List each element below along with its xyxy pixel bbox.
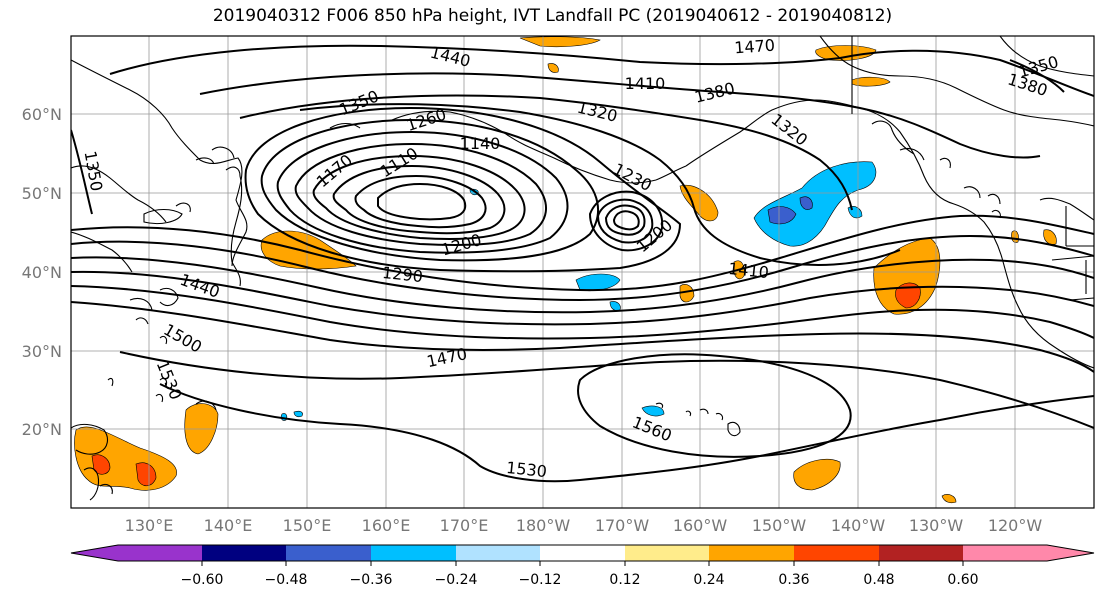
colorbar-tick-label: 0.60 bbox=[947, 572, 978, 588]
height-contour bbox=[244, 106, 682, 273]
height-contour bbox=[596, 198, 654, 244]
colorbar-tick-label: −0.12 bbox=[519, 572, 562, 588]
colorbar-segment bbox=[456, 545, 540, 561]
height-contour bbox=[354, 174, 487, 229]
height-contour bbox=[332, 164, 506, 235]
ivt-patch bbox=[941, 494, 957, 504]
colorbar-segment bbox=[879, 545, 963, 561]
ivt-patch bbox=[641, 405, 665, 417]
height-contour bbox=[239, 94, 853, 211]
ivt-patch bbox=[260, 230, 357, 270]
coastlines bbox=[71, 36, 1094, 501]
height-contour bbox=[588, 190, 664, 252]
height-contour bbox=[71, 214, 1094, 292]
lat-tick-label: 30°N bbox=[22, 342, 62, 361]
colorbar-tick-label: 0.48 bbox=[863, 572, 894, 588]
contour-label: 1470 bbox=[734, 36, 776, 58]
colorbar-segment bbox=[709, 545, 794, 561]
ivt-patch bbox=[519, 36, 601, 48]
colorbar-segment bbox=[794, 545, 879, 561]
lon-tick-label: 150°W bbox=[752, 516, 807, 535]
ivt-patch bbox=[1043, 229, 1057, 245]
lon-tick-label: 160°E bbox=[362, 516, 411, 535]
lon-tick-label: 150°E bbox=[283, 516, 332, 535]
height-contour bbox=[577, 353, 852, 458]
colorbar-tick-label: −0.48 bbox=[265, 572, 308, 588]
lon-tick-label: 120°W bbox=[988, 516, 1043, 535]
height-contour bbox=[312, 154, 526, 241]
colorbar-segment bbox=[286, 545, 371, 561]
colorbar-segment bbox=[540, 545, 625, 561]
height-contour bbox=[71, 234, 1094, 302]
ivt-patch bbox=[293, 410, 303, 418]
height-contour bbox=[377, 182, 467, 221]
height-contours bbox=[71, 44, 1094, 483]
ivt-patch bbox=[679, 284, 695, 303]
height-contour bbox=[71, 256, 1094, 314]
lat-tick-label: 60°N bbox=[22, 105, 62, 124]
lon-tick-label: 180°W bbox=[516, 516, 571, 535]
lon-tick-label: 170°W bbox=[595, 516, 650, 535]
height-contour bbox=[159, 383, 1094, 483]
colorbar: −0.60 −0.48 −0.36 −0.24 −0.12 0.12 0.24 … bbox=[70, 544, 1095, 588]
height-contour bbox=[1009, 59, 1065, 93]
ivt-patch bbox=[799, 196, 813, 210]
height-contour bbox=[119, 351, 1094, 429]
contour-label: 1290 bbox=[381, 263, 423, 286]
height-contour bbox=[71, 285, 1094, 340]
height-contour bbox=[71, 129, 93, 215]
ivt-patch bbox=[753, 161, 877, 247]
lon-tick-label: 170°E bbox=[440, 516, 489, 535]
colorbar-tick-label: −0.60 bbox=[181, 572, 224, 588]
lon-tick-label: 160°W bbox=[673, 516, 728, 535]
contour-label: 1140 bbox=[460, 134, 501, 153]
ivt-patch bbox=[793, 459, 841, 491]
height-contour bbox=[299, 103, 901, 266]
lon-tick-label: 140°E bbox=[204, 516, 253, 535]
height-contour bbox=[71, 270, 1094, 326]
colorbar-tick-label: −0.36 bbox=[350, 572, 393, 588]
colorbar-segment bbox=[71, 545, 202, 561]
colorbar-outline bbox=[70, 544, 1095, 562]
colorbar-tick-label: 0.12 bbox=[609, 572, 640, 588]
contour-label: 1410 bbox=[625, 74, 666, 93]
colorbar-tick-label: 0.24 bbox=[693, 572, 724, 588]
map-panel: 1440 1470 1410 1380 1350 1350 1380 1320 … bbox=[71, 36, 1094, 508]
ivt-patch bbox=[767, 206, 797, 225]
colorbar-tick-label: 0.36 bbox=[778, 572, 809, 588]
lon-tick-label: 130°W bbox=[909, 516, 964, 535]
lon-tick-label: 130°E bbox=[125, 516, 174, 535]
height-contour bbox=[71, 301, 1094, 373]
contour-label: 1410 bbox=[727, 259, 769, 282]
contour-label: 1530 bbox=[505, 458, 547, 481]
height-contour bbox=[294, 142, 548, 246]
colorbar-segment bbox=[202, 545, 286, 561]
graticule bbox=[71, 36, 1094, 508]
colorbar-tick-label: −0.24 bbox=[435, 572, 478, 588]
height-contour bbox=[109, 44, 1094, 97]
ivt-patch bbox=[547, 63, 559, 73]
height-contour bbox=[260, 118, 599, 262]
colorbar-segment bbox=[963, 545, 1094, 561]
height-contour bbox=[604, 204, 646, 236]
longitude-labels: 130°E 140°E 150°E 160°E 170°E 180°W 170°… bbox=[125, 516, 1043, 535]
lon-tick-label: 140°W bbox=[831, 516, 886, 535]
colorbar-segment bbox=[625, 545, 709, 561]
ivt-patch bbox=[895, 282, 921, 309]
lat-tick-label: 50°N bbox=[22, 184, 62, 203]
lat-tick-label: 20°N bbox=[22, 420, 62, 439]
latitude-labels: 60°N 50°N 40°N 30°N 20°N bbox=[22, 105, 62, 439]
ivt-patch bbox=[135, 462, 157, 487]
ivt-positive-shading bbox=[74, 36, 1057, 504]
map-frame bbox=[70, 35, 1095, 509]
lat-tick-label: 40°N bbox=[22, 263, 62, 282]
ivt-patch bbox=[851, 76, 891, 87]
colorbar-segment bbox=[371, 545, 456, 561]
map-title: 2019040312 F006 850 hPa height, IVT Land… bbox=[212, 6, 893, 26]
height-contour bbox=[612, 210, 640, 231]
height-contour bbox=[276, 130, 569, 254]
height-contour bbox=[199, 72, 1041, 159]
